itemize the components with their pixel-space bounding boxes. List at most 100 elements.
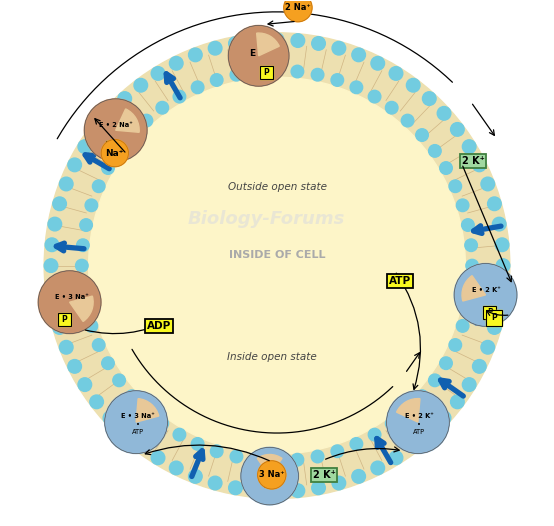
Circle shape xyxy=(118,92,131,105)
Circle shape xyxy=(352,470,366,483)
Circle shape xyxy=(191,81,204,94)
Circle shape xyxy=(454,264,517,326)
Text: E • 2 Na⁺: E • 2 Na⁺ xyxy=(99,122,132,128)
Circle shape xyxy=(465,239,478,251)
Circle shape xyxy=(45,238,59,251)
Circle shape xyxy=(170,56,183,70)
Circle shape xyxy=(126,129,138,141)
Text: 3 Na⁺: 3 Na⁺ xyxy=(259,470,285,479)
Circle shape xyxy=(270,485,284,499)
Circle shape xyxy=(78,140,91,154)
Text: E: E xyxy=(249,49,255,58)
Circle shape xyxy=(78,378,91,391)
Circle shape xyxy=(113,374,125,387)
Text: •: • xyxy=(268,476,271,482)
Circle shape xyxy=(401,404,414,417)
Text: P: P xyxy=(491,313,497,322)
Circle shape xyxy=(93,339,105,351)
Circle shape xyxy=(101,139,129,167)
Circle shape xyxy=(311,450,324,463)
Wedge shape xyxy=(70,296,93,321)
Circle shape xyxy=(450,395,464,409)
Circle shape xyxy=(75,259,88,272)
Circle shape xyxy=(48,217,61,231)
Circle shape xyxy=(284,0,312,22)
Text: ATP: ATP xyxy=(264,482,276,489)
Circle shape xyxy=(368,428,381,441)
Circle shape xyxy=(102,357,114,369)
Circle shape xyxy=(170,461,183,475)
Circle shape xyxy=(332,42,346,55)
Circle shape xyxy=(48,300,61,314)
Text: E • 3 Na⁺: E • 3 Na⁺ xyxy=(121,413,155,419)
Circle shape xyxy=(416,129,428,141)
Circle shape xyxy=(352,48,366,62)
Circle shape xyxy=(423,92,436,105)
Text: P: P xyxy=(61,315,67,324)
Circle shape xyxy=(85,320,98,332)
Circle shape xyxy=(350,438,363,450)
Text: Outside open state: Outside open state xyxy=(228,182,326,192)
Wedge shape xyxy=(397,399,420,422)
Wedge shape xyxy=(257,33,279,56)
Circle shape xyxy=(423,426,436,439)
Text: P: P xyxy=(487,308,493,317)
Text: P: P xyxy=(264,68,269,77)
Text: ADP: ADP xyxy=(147,321,171,331)
Circle shape xyxy=(208,42,222,55)
Circle shape xyxy=(331,74,343,86)
Text: Na⁺: Na⁺ xyxy=(106,149,124,158)
Text: 2 Na⁺: 2 Na⁺ xyxy=(285,3,311,12)
Circle shape xyxy=(291,34,305,47)
Circle shape xyxy=(449,180,461,193)
Circle shape xyxy=(495,280,509,294)
Circle shape xyxy=(90,395,104,409)
Circle shape xyxy=(407,439,420,453)
Circle shape xyxy=(90,123,104,136)
Circle shape xyxy=(118,426,131,439)
Circle shape xyxy=(59,340,73,354)
Text: •: • xyxy=(417,422,421,428)
Circle shape xyxy=(229,481,242,494)
Circle shape xyxy=(311,68,324,81)
Text: 2 K⁺: 2 K⁺ xyxy=(312,470,336,480)
Circle shape xyxy=(76,239,89,251)
Circle shape xyxy=(45,280,59,294)
Circle shape xyxy=(105,391,167,453)
Circle shape xyxy=(429,145,441,157)
Circle shape xyxy=(386,417,398,430)
Circle shape xyxy=(93,180,105,193)
Circle shape xyxy=(461,219,474,231)
Circle shape xyxy=(461,300,474,312)
Wedge shape xyxy=(136,399,159,422)
Circle shape xyxy=(44,33,510,499)
Circle shape xyxy=(312,481,325,494)
Circle shape xyxy=(331,445,343,458)
Circle shape xyxy=(258,461,286,489)
Circle shape xyxy=(440,357,452,369)
Circle shape xyxy=(496,259,510,272)
Circle shape xyxy=(191,438,204,450)
Circle shape xyxy=(173,428,186,441)
Circle shape xyxy=(80,219,93,231)
Circle shape xyxy=(134,439,147,453)
Circle shape xyxy=(291,453,304,466)
Circle shape xyxy=(332,476,346,490)
Circle shape xyxy=(473,360,486,373)
Circle shape xyxy=(437,107,451,120)
Circle shape xyxy=(493,217,506,231)
Circle shape xyxy=(437,411,451,424)
Circle shape xyxy=(53,321,66,335)
Circle shape xyxy=(102,162,114,174)
Circle shape xyxy=(481,340,495,354)
Circle shape xyxy=(188,470,202,483)
Text: P: P xyxy=(110,143,116,152)
Circle shape xyxy=(211,74,223,86)
Circle shape xyxy=(466,259,479,272)
Text: ATP: ATP xyxy=(132,429,143,434)
Text: Inside open state: Inside open state xyxy=(227,352,317,362)
Circle shape xyxy=(85,199,98,211)
Circle shape xyxy=(151,67,165,80)
Circle shape xyxy=(156,102,168,114)
Circle shape xyxy=(229,37,242,50)
